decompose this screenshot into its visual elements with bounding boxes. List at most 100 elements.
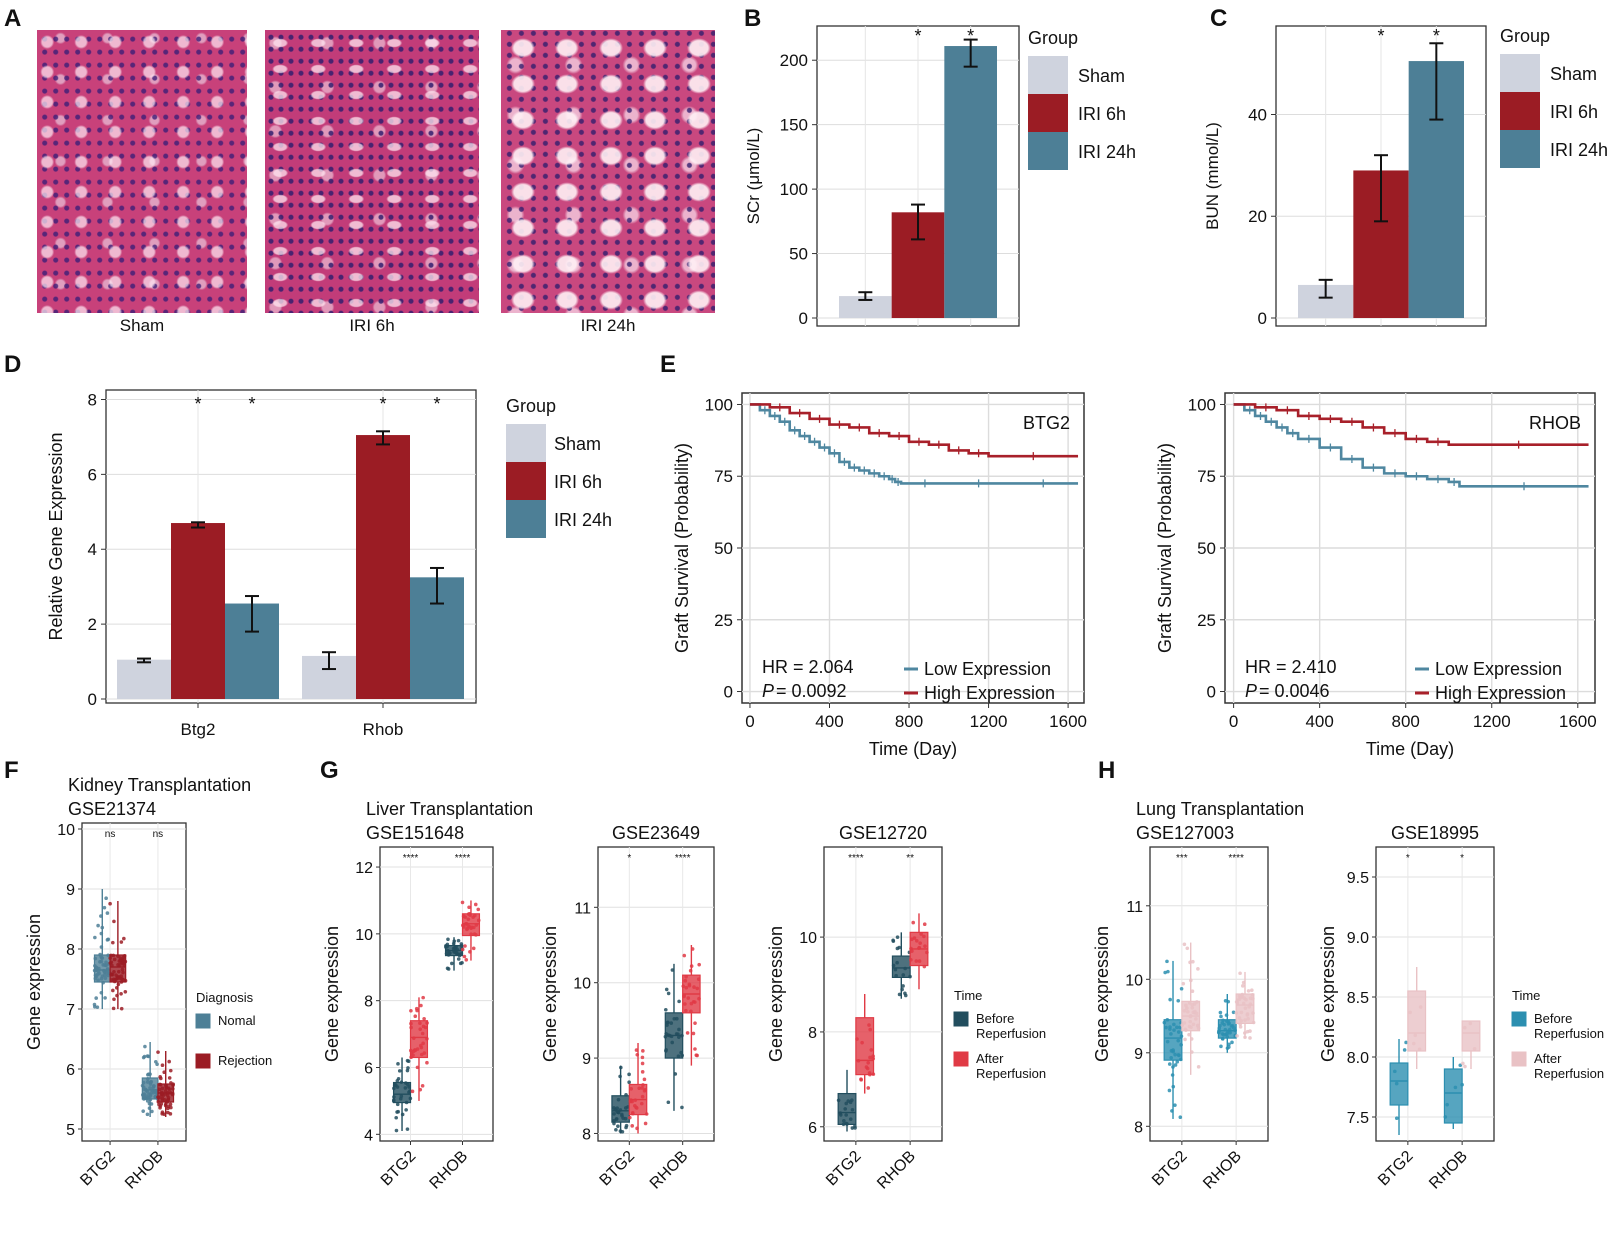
panel-f-point bbox=[100, 925, 105, 930]
panel-f-point bbox=[112, 957, 117, 962]
panel-h1-point bbox=[1228, 1030, 1232, 1035]
panel-h2-legend-key bbox=[1511, 1011, 1527, 1027]
panel-h2-ytick-label: 7.5 bbox=[1347, 1110, 1369, 1127]
panel-g1-point bbox=[396, 1109, 400, 1114]
panel-g3-point bbox=[850, 1107, 855, 1112]
panel-h2-box bbox=[1443, 1068, 1463, 1124]
panel-g1-point bbox=[466, 917, 471, 922]
panel-g3-point bbox=[922, 964, 927, 969]
panel-h1-point bbox=[1244, 997, 1248, 1002]
panel-g2-point bbox=[693, 1021, 697, 1025]
panel-g1-ytick-label: 12 bbox=[355, 860, 373, 877]
panel-f-point bbox=[170, 1091, 175, 1096]
panel-h1-point bbox=[1223, 998, 1228, 1003]
panel-f-point bbox=[118, 958, 123, 962]
panel-e2-censor-marks bbox=[1249, 406, 1525, 491]
panel-d-xtick-label: Btg2 bbox=[181, 720, 216, 739]
panel-g1-point bbox=[418, 1027, 423, 1031]
panel-g3-ytick-label: 6 bbox=[808, 1120, 817, 1137]
panel-g2-point bbox=[673, 1072, 678, 1076]
panel-h2-point bbox=[1461, 1061, 1465, 1066]
panel-g3-point bbox=[891, 938, 895, 943]
panel-h1-point bbox=[1171, 1065, 1175, 1069]
panel-e2-xtick-label: 1600 bbox=[1559, 712, 1597, 731]
panel-f-point bbox=[105, 911, 110, 915]
panel-h2-point bbox=[1458, 1063, 1463, 1068]
panel-g1-point bbox=[418, 1043, 423, 1048]
panel-g3-point bbox=[897, 945, 901, 950]
panel-h1-point bbox=[1164, 1025, 1168, 1030]
panel-g2-point bbox=[688, 968, 693, 973]
panel-g1-point bbox=[454, 951, 459, 956]
panel-g3-legend-label: After bbox=[976, 1051, 1004, 1066]
panel-f-point bbox=[96, 978, 100, 982]
panel-g1-point bbox=[473, 902, 478, 907]
panel-h1-point bbox=[1251, 1011, 1255, 1015]
panel-f-point bbox=[111, 1006, 116, 1011]
panel-g2-point bbox=[692, 985, 696, 989]
panel-g2-point bbox=[665, 1020, 670, 1025]
panel-g1-point bbox=[460, 960, 464, 965]
panel-g3-jitter-points bbox=[891, 935, 912, 998]
panel-g1-point bbox=[471, 946, 476, 951]
panel-f-point bbox=[119, 991, 123, 996]
panel-h2-point bbox=[1445, 1102, 1449, 1107]
panel-f-ytick-label: 10 bbox=[57, 822, 75, 839]
panel-g1-jitter-points bbox=[408, 995, 429, 1094]
panel-h2-point bbox=[1411, 1041, 1416, 1046]
panel-h1-point bbox=[1237, 997, 1242, 1002]
panel-h1-point bbox=[1187, 1032, 1191, 1037]
panel-g2-point bbox=[644, 1112, 649, 1116]
panel-f-point bbox=[158, 1106, 162, 1110]
panel-g1-point bbox=[414, 1006, 419, 1011]
panel-g2-point bbox=[612, 1112, 616, 1116]
panel-f-point bbox=[160, 1096, 165, 1101]
panel-f-point bbox=[160, 1092, 164, 1097]
panel-h1-point bbox=[1241, 1001, 1246, 1006]
panel-f-point bbox=[92, 1002, 97, 1007]
panel-d-ylabel: Relative Gene Expression bbox=[46, 432, 66, 640]
panel-e1-xlabel: Time (Day) bbox=[869, 739, 957, 759]
panel-g3-jitter-points bbox=[836, 1098, 857, 1130]
panel-f-point bbox=[95, 1005, 100, 1009]
panel-h1-point bbox=[1183, 1037, 1187, 1042]
panel-f-point bbox=[149, 1102, 154, 1106]
panel-h1-point bbox=[1243, 1018, 1247, 1022]
panel-label-g: G bbox=[320, 757, 339, 784]
panel-g3-legend-label: Reperfusion bbox=[976, 1026, 1046, 1041]
panel-c-ytick-label: 20 bbox=[1248, 207, 1267, 226]
panel-h1-point bbox=[1227, 1045, 1231, 1049]
panel-g1-point bbox=[420, 1031, 425, 1036]
panel-h1-point bbox=[1176, 1038, 1181, 1043]
panel-g1-point bbox=[419, 1003, 423, 1008]
panel-f-legend-key bbox=[195, 1053, 211, 1069]
panel-h1-significance: *** bbox=[1176, 853, 1188, 864]
panel-g2-point bbox=[612, 1119, 616, 1123]
panel-g2-point bbox=[689, 1009, 693, 1014]
panel-e1-xtick-label: 800 bbox=[895, 712, 923, 731]
panel-g3-point bbox=[908, 974, 912, 979]
panel-h1-point bbox=[1191, 1022, 1196, 1027]
panel-g1-point bbox=[463, 944, 467, 948]
panel-e2-ytick-label: 100 bbox=[1188, 395, 1216, 414]
panel-f-point bbox=[99, 959, 104, 964]
panel-e2-hr-text: HR = 2.410 bbox=[1245, 657, 1337, 677]
panel-h1-jitter-points bbox=[1234, 971, 1256, 1040]
panel-g1-point bbox=[418, 1087, 423, 1092]
panel-g3-point bbox=[895, 935, 900, 939]
panel-g2-point bbox=[691, 1031, 696, 1036]
panel-h2-box bbox=[1389, 1062, 1409, 1106]
panel-h1-point bbox=[1234, 1000, 1239, 1004]
panel-g1-point bbox=[425, 1060, 429, 1065]
panel-g3-point bbox=[895, 960, 899, 965]
panel-f-point bbox=[158, 1082, 163, 1087]
panel-f-ytick-label: 8 bbox=[66, 942, 75, 959]
panel-c-legend-title: Group bbox=[1500, 26, 1550, 46]
panel-f-point bbox=[160, 1063, 165, 1068]
panel-f-point bbox=[97, 971, 101, 976]
panel-f-point bbox=[142, 1054, 147, 1059]
panel-g2-point bbox=[682, 994, 686, 999]
panel-f-point bbox=[104, 970, 108, 975]
panel-h1-xtick-label: BTG2 bbox=[1149, 1148, 1191, 1190]
panel-g2-point bbox=[624, 1123, 629, 1128]
